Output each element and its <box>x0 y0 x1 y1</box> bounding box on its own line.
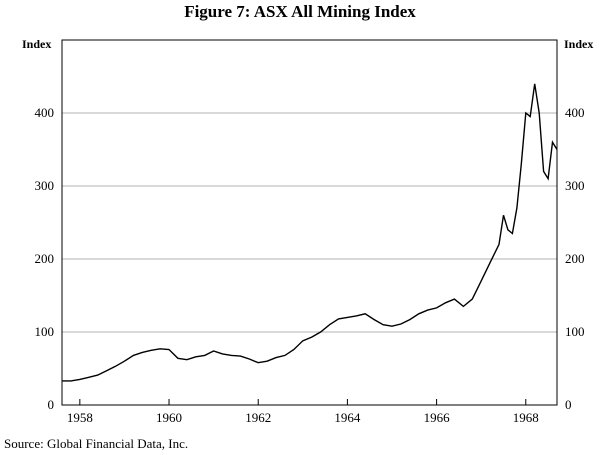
gridlines <box>62 112 557 333</box>
plot-frame <box>61 39 558 406</box>
y-tick-right-400: 400 <box>565 105 585 120</box>
y-tick-left-300: 300 <box>35 178 55 193</box>
series-line <box>62 83 558 382</box>
x-tick-1962: 1962 <box>245 410 271 425</box>
y-axis-left: 0 100 200 300 400 <box>35 105 55 412</box>
y-axis-label-right: Index <box>564 37 593 51</box>
y-tick-left-100: 100 <box>35 324 55 339</box>
y-tick-right-100: 100 <box>565 324 585 339</box>
y-tick-right-0: 0 <box>565 397 572 412</box>
y-tick-left-0: 0 <box>48 397 55 412</box>
y-tick-right-200: 200 <box>565 251 585 266</box>
x-tick-1966: 1966 <box>424 410 451 425</box>
x-axis: 1958 1960 1962 1964 1966 1968 <box>67 399 539 425</box>
y-tick-left-200: 200 <box>35 251 55 266</box>
line-chart: 0 100 200 300 400 0 100 200 300 400 1958 1960 1962… <box>22 37 593 425</box>
chart-title: Figure 7: ASX All Mining Index <box>184 2 416 21</box>
y-tick-left-400: 400 <box>35 105 55 120</box>
x-tick-1964: 1964 <box>334 410 361 425</box>
y-axis-right: 0 100 200 300 400 <box>565 105 585 412</box>
x-tick-1958: 1958 <box>67 410 93 425</box>
y-axis-label-left: Index <box>22 37 51 51</box>
x-tick-1968: 1968 <box>513 410 539 425</box>
x-tick-1960: 1960 <box>156 410 182 425</box>
source-note: Source: Global Financial Data, Inc. <box>4 436 189 451</box>
y-tick-right-300: 300 <box>565 178 585 193</box>
